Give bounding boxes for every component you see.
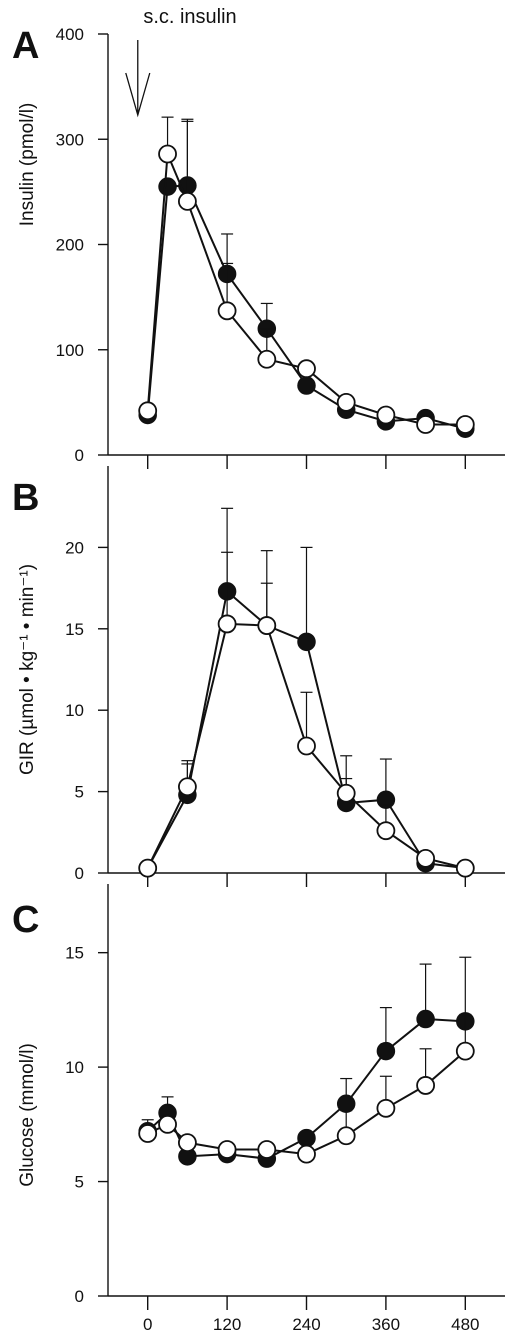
panel-b: B 0 5 10 15 20 GIR (µmol • kg⁻¹ • min⁻¹): [12, 466, 505, 887]
data-point: [177, 1133, 197, 1153]
data-point: [217, 301, 237, 321]
data-point: [297, 376, 316, 395]
data-point: [297, 359, 316, 379]
data-point: [297, 1144, 316, 1164]
data-point: [297, 632, 316, 652]
y-tick-label: 10: [65, 701, 84, 720]
data-point: [376, 1098, 396, 1118]
panel-a: A 0 100 200 300 400 Insulin (pmol/l): [12, 25, 505, 469]
data-point: [217, 614, 237, 634]
x-tick-label: 480: [451, 1315, 479, 1333]
data-point: [416, 415, 436, 434]
y-tick-label: 300: [56, 130, 84, 149]
panel-letter: B: [12, 477, 39, 519]
data-point: [376, 405, 396, 425]
y-tick-label: 100: [56, 341, 84, 360]
series-open: [138, 116, 475, 434]
y-tick-label: 0: [75, 1287, 84, 1306]
data-point: [177, 777, 197, 797]
panel-c: C 0 5 10 15 0 120 240 360 480 Glucose (mmol/l): [12, 884, 505, 1333]
x-tick-label: 240: [292, 1315, 320, 1333]
x-tick-label: 0: [143, 1315, 152, 1333]
series-line: [146, 153, 466, 426]
data-point: [416, 1009, 435, 1029]
y-axis-label: Insulin (pmol/l): [17, 103, 38, 227]
y-tick-label: 400: [56, 25, 84, 44]
data-point: [376, 821, 396, 841]
series-line: [147, 1050, 466, 1156]
data-point: [257, 349, 277, 369]
y-tick-label: 5: [75, 783, 84, 802]
y-tick-label: 10: [65, 1058, 84, 1077]
data-point: [158, 177, 177, 196]
data-point: [257, 616, 277, 635]
insulin-injection-annotation: s.c. insulin: [125, 6, 237, 118]
data-point: [177, 191, 197, 211]
x-tick-label: 360: [372, 1315, 400, 1333]
y-axis-label: Glucose (mmol/l): [17, 1043, 38, 1187]
panel-letter: C: [12, 899, 39, 941]
y-tick-label: 15: [65, 944, 84, 963]
data-point: [455, 1041, 475, 1061]
series-filled: [138, 118, 475, 438]
y-tick-label: 0: [75, 864, 84, 883]
data-point: [455, 858, 475, 878]
y-tick-label: 20: [65, 538, 84, 557]
data-point: [297, 1128, 316, 1148]
data-point: [336, 1126, 356, 1146]
panel-letter: A: [12, 25, 39, 67]
y-axis-label: GIR (µmol • kg⁻¹ • min⁻¹): [17, 564, 38, 775]
data-point: [416, 1076, 436, 1095]
data-point: [138, 1124, 158, 1143]
data-point: [416, 848, 436, 868]
data-point: [336, 1094, 356, 1113]
data-point: [217, 1140, 237, 1159]
y-tick-label: 200: [56, 236, 84, 255]
data-point: [138, 401, 158, 421]
series-open: [138, 1013, 475, 1164]
data-point: [138, 858, 158, 878]
y-tick-label: 15: [65, 620, 84, 639]
data-point: [455, 415, 475, 434]
series-open: [138, 551, 475, 878]
y-tick-label: 5: [75, 1173, 84, 1192]
data-point: [336, 783, 356, 803]
annotation-text: s.c. insulin: [143, 6, 236, 28]
down-arrow-icon: [125, 40, 151, 118]
data-point: [376, 1041, 396, 1061]
data-point: [158, 144, 177, 164]
y-tick-label: 0: [75, 446, 84, 465]
data-point: [257, 1140, 277, 1159]
x-tick-label: 120: [213, 1315, 241, 1333]
data-point: [158, 1114, 177, 1134]
data-point: [336, 392, 356, 412]
data-point: [297, 736, 316, 756]
